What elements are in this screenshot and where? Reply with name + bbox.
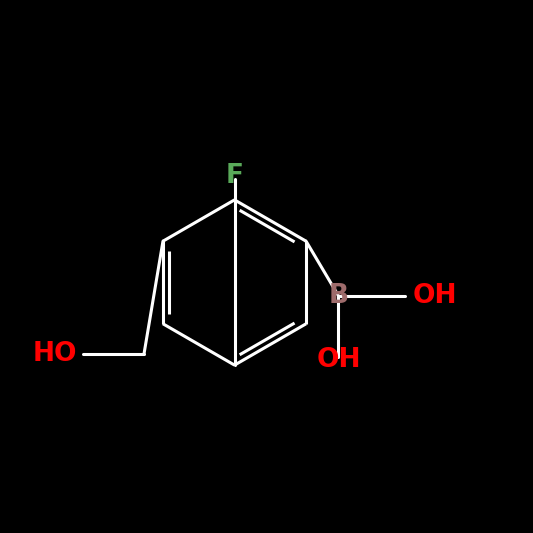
Text: OH: OH bbox=[316, 347, 361, 373]
Text: OH: OH bbox=[413, 283, 457, 309]
Text: HO: HO bbox=[33, 342, 77, 367]
Text: B: B bbox=[328, 283, 349, 309]
Text: F: F bbox=[225, 163, 244, 189]
